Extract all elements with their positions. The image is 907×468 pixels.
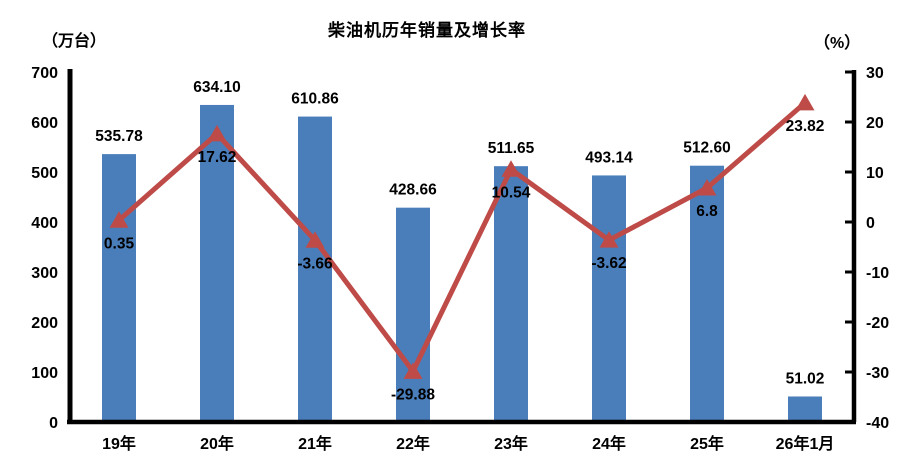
right-axis-unit-label: （%） (814, 35, 861, 52)
line-marker-triangle (697, 179, 717, 196)
bar (102, 154, 136, 423)
bar (396, 207, 430, 422)
bar-value-label: 535.78 (95, 128, 143, 145)
line-value-label: -29.88 (391, 386, 435, 403)
bar-value-label: 610.86 (291, 91, 339, 108)
category-label: 25年 (690, 434, 724, 453)
line-value-label: 23.82 (786, 118, 825, 135)
line-marker-triangle (403, 362, 423, 379)
line-value-label: -3.66 (297, 255, 333, 272)
line-marker-triangle (599, 231, 619, 248)
bar (200, 104, 234, 422)
category-label: 22年 (396, 434, 430, 453)
left-axis-tick-label: 100 (31, 365, 58, 382)
bar (494, 166, 528, 422)
line-value-label: 0.35 (104, 235, 135, 252)
bar-value-label: 493.14 (585, 149, 633, 166)
left-axis-tick-label: 200 (31, 315, 58, 332)
growth-line (117, 101, 807, 374)
left-axis-unit-label: （万台） (42, 33, 107, 50)
line-value-label: 17.62 (198, 149, 237, 166)
line-marker-triangle (501, 160, 521, 177)
category-label: 21年 (298, 434, 332, 453)
bar-value-label: 634.10 (193, 79, 240, 96)
line-marker-triangle (305, 231, 325, 248)
category-label: 24年 (592, 434, 626, 453)
right-axis-tick-label: -40 (866, 415, 889, 432)
bar (690, 165, 724, 422)
bar (298, 116, 332, 422)
right-axis-tick-label: 30 (866, 65, 884, 82)
right-axis-tick-label: -10 (866, 265, 889, 282)
category-label: 26年1月 (776, 434, 835, 453)
category-label: 19年 (102, 434, 136, 453)
bar-value-label: 512.60 (683, 140, 730, 157)
left-axis-tick-label: 700 (31, 65, 58, 82)
line-marker-triangle (207, 124, 227, 142)
bar (592, 175, 626, 422)
category-label: 20年 (200, 434, 234, 453)
right-axis-tick-label: -20 (866, 315, 889, 332)
left-axis-tick-label: 300 (31, 265, 58, 282)
right-axis-tick-label: -30 (866, 365, 889, 382)
chart-title: 柴油机历年销量及增长率 (328, 21, 526, 40)
right-axis-tick-label: 20 (866, 115, 884, 132)
bar-value-label: 51.02 (786, 370, 825, 387)
line-marker-triangle (795, 93, 815, 111)
left-axis-tick-label: 500 (31, 165, 58, 182)
left-axis-tick-label: 600 (31, 115, 58, 132)
left-axis-tick-label: 400 (31, 215, 58, 232)
right-axis-tick-label: 10 (866, 165, 884, 182)
category-label: 23年 (494, 434, 528, 453)
right-axis-tick-label: 0 (866, 215, 875, 232)
line-marker-triangle (109, 211, 129, 228)
line-value-label: 6.8 (696, 203, 718, 220)
bar (788, 396, 822, 422)
line-value-label: 10.54 (492, 184, 531, 201)
bar-value-label: 428.66 (389, 182, 437, 199)
bar-value-label: 511.65 (488, 140, 535, 157)
left-axis-tick-label: 0 (49, 415, 58, 432)
line-value-label: -3.62 (591, 255, 626, 272)
